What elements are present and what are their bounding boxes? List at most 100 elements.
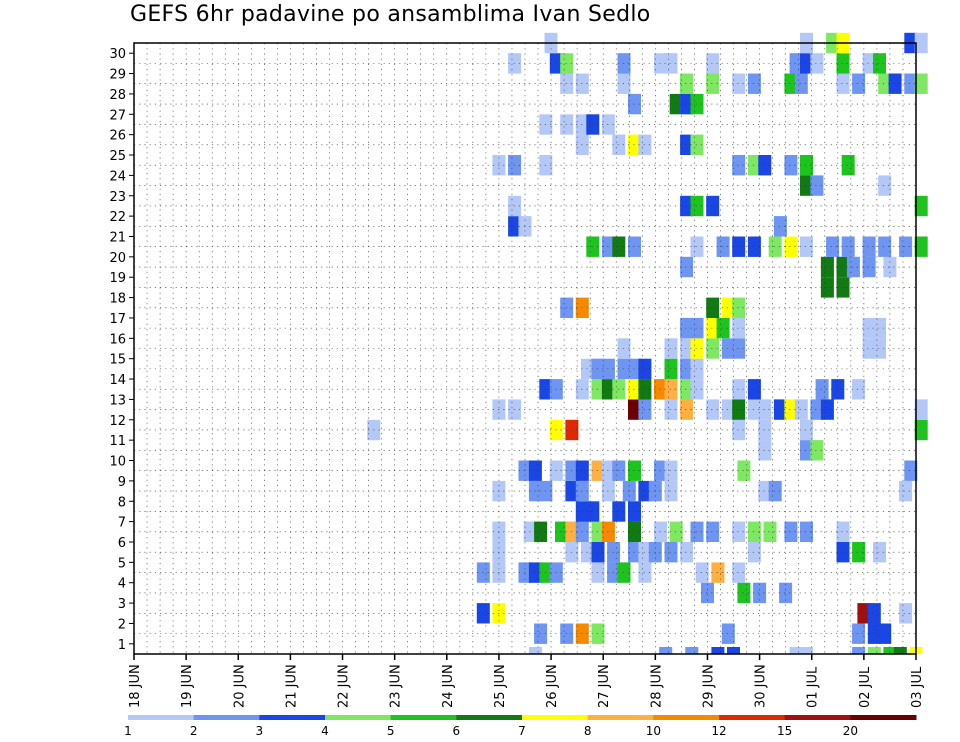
y-tick-label: 19 <box>109 271 126 286</box>
heatmap-cell <box>528 647 542 654</box>
y-tick-label: 23 <box>109 190 126 205</box>
heatmap-cell <box>800 175 813 196</box>
heatmap-cell <box>654 521 667 542</box>
heatmap-cell <box>862 338 876 359</box>
heatmap-cell <box>638 562 652 583</box>
heatmap-cell <box>836 53 850 74</box>
heatmap-cell <box>680 134 694 155</box>
heatmap-cell <box>732 399 746 420</box>
heatmap-cell <box>852 623 866 644</box>
heatmap-cell <box>867 623 881 644</box>
heatmap-cell <box>810 399 824 420</box>
heatmap-cell <box>800 419 813 441</box>
y-tick-label: 22 <box>109 210 126 225</box>
heatmap-cell <box>836 256 850 278</box>
heatmap-cell <box>899 236 913 257</box>
heatmap-cell <box>711 562 725 583</box>
y-tick-label: 28 <box>109 88 126 103</box>
heatmap-cell <box>690 338 704 359</box>
y-tick-label: 13 <box>109 393 126 408</box>
heatmap-cell <box>800 440 813 461</box>
heatmap-cell <box>862 256 876 278</box>
colorbar-swatch <box>456 715 523 720</box>
heatmap-cell <box>873 542 886 563</box>
colorbar-swatch <box>719 715 786 720</box>
heatmap-cell <box>690 358 704 380</box>
colorbar-swatch <box>587 715 654 720</box>
x-tick-label: 02 JUL <box>858 666 873 708</box>
heatmap-cell <box>810 440 824 461</box>
y-tick-label: 17 <box>109 312 126 327</box>
heatmap-cell <box>721 623 735 644</box>
heatmap-cell <box>669 521 683 542</box>
heatmap-cell <box>878 73 892 94</box>
heatmap-cell <box>773 399 787 420</box>
y-tick-label: 9 <box>118 475 126 490</box>
heatmap-cell <box>690 317 704 339</box>
colorbar-label: 6 <box>453 724 461 738</box>
heatmap-cell <box>758 155 772 176</box>
colorbar-label: 8 <box>584 724 592 738</box>
heatmap-cell <box>747 236 761 257</box>
heatmap-cell <box>800 521 813 542</box>
heatmap-cell <box>680 379 694 400</box>
y-tick-label: 15 <box>109 353 126 368</box>
colorbar-swatch <box>390 715 457 720</box>
heatmap-cell <box>732 297 746 318</box>
heatmap-cell <box>836 73 850 94</box>
heatmap-cell <box>680 195 694 217</box>
heatmap-cell <box>862 53 876 74</box>
heatmap-cell <box>789 647 803 654</box>
heatmap-cell <box>638 542 652 563</box>
heatmap-cell <box>852 542 866 563</box>
heatmap-cell <box>669 93 683 115</box>
heatmap-cell <box>732 562 746 583</box>
heatmap-cell <box>914 195 928 217</box>
heatmap-cell <box>732 379 746 400</box>
heatmap-cell <box>784 236 798 257</box>
y-tick-label: 2 <box>118 617 126 632</box>
x-tick-label: 21 JUN <box>284 664 299 708</box>
y-axis-ticks: 1234567891011121314151617181920212223242… <box>109 47 134 653</box>
heatmap-cell <box>628 134 641 155</box>
x-tick-label: 18 JUN <box>128 664 143 708</box>
heatmap-cell <box>664 53 678 74</box>
y-tick-label: 1 <box>118 638 126 653</box>
heatmap-cell <box>888 73 902 94</box>
heatmap-cell <box>732 236 746 257</box>
x-tick-label: 29 JUN <box>701 664 716 708</box>
colorbar-swatch <box>653 715 720 720</box>
heatmap-cell <box>664 358 678 380</box>
heatmap-cell <box>852 379 866 400</box>
x-tick-label: 28 JUN <box>649 664 664 708</box>
y-tick-label: 14 <box>109 373 126 388</box>
heatmap-cell <box>659 647 673 654</box>
heatmap-cell <box>732 338 746 359</box>
y-tick-label: 21 <box>109 230 126 245</box>
y-tick-label: 16 <box>109 332 126 347</box>
heatmap-cell <box>784 399 798 420</box>
heatmap-cell <box>711 647 725 654</box>
heatmap-cell <box>664 480 678 502</box>
chart-title: GEFS 6hr padavine po ansamblima Ivan Sed… <box>130 2 651 27</box>
heatmap-cell <box>690 93 704 115</box>
colorbar: 1 2 3 4 5 6 7 8 10 12 15 20 <box>124 715 917 738</box>
colorbar-label: 7 <box>518 724 526 738</box>
heatmap-cell <box>899 480 913 502</box>
y-tick-label: 6 <box>118 536 126 551</box>
heatmap-cell <box>628 379 641 400</box>
heatmap-cell <box>784 521 798 542</box>
heatmap-cell <box>680 256 694 278</box>
heatmap-cell <box>763 521 777 542</box>
heatmap-cell <box>701 582 714 604</box>
heatmap-cell <box>820 399 834 420</box>
heatmap-cell <box>628 358 641 380</box>
heatmap-cell <box>836 521 850 542</box>
y-tick-label: 25 <box>109 149 126 164</box>
colorbar-label: 10 <box>646 724 661 738</box>
y-tick-label: 20 <box>109 251 126 266</box>
heatmap-cell <box>664 379 678 400</box>
y-tick-label: 10 <box>109 455 126 470</box>
colorbar-swatch <box>325 715 392 720</box>
colorbar-label: 20 <box>843 724 858 738</box>
